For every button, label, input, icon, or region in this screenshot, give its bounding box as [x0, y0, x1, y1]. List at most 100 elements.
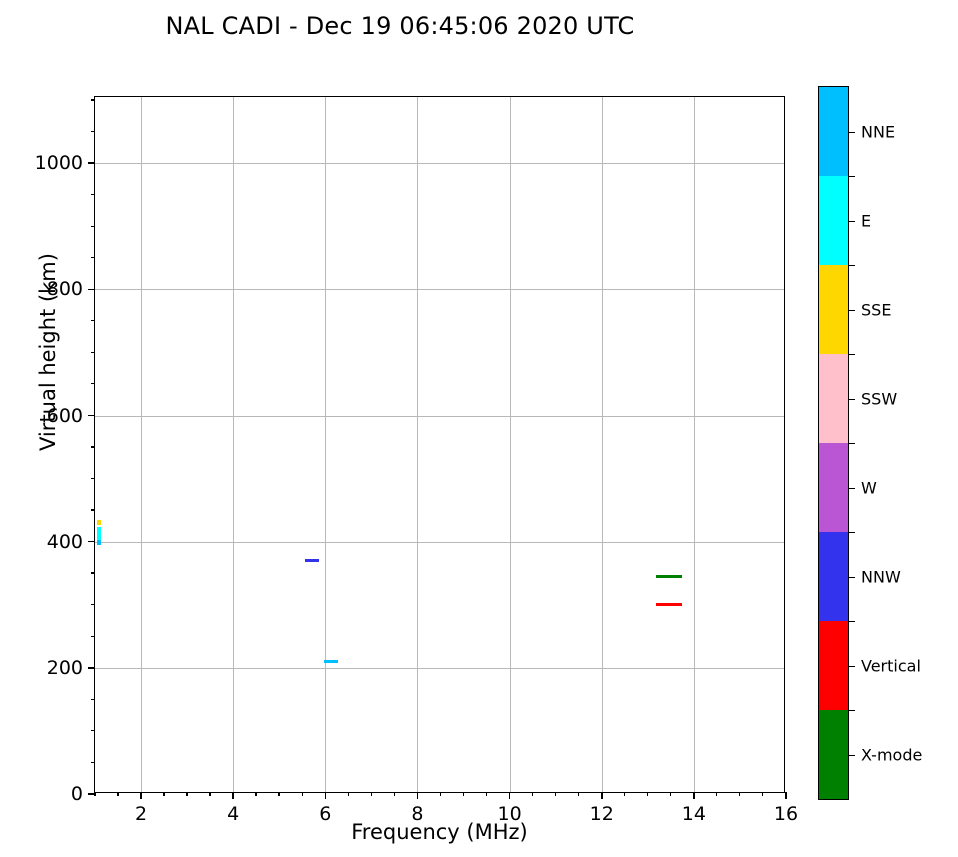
x-tick-label: 8 — [411, 803, 424, 825]
y-tick-minor — [91, 477, 95, 480]
colorbar-tick — [848, 309, 855, 311]
y-tick-minor — [91, 320, 95, 322]
y-tick-minor — [91, 383, 95, 385]
colorbar-tick — [848, 487, 855, 489]
y-tick-major — [88, 414, 95, 417]
colorbar-segment-nne — [819, 87, 848, 177]
colorbar-segment-x-mode — [819, 710, 848, 800]
data-point — [305, 559, 320, 563]
y-tick-label: 1000 — [34, 152, 83, 175]
colorbar: NNE E SSE SSW W NNW Vertical X-mode — [818, 86, 922, 800]
x-tick-label: 4 — [227, 803, 240, 825]
y-tick-minor — [91, 509, 95, 511]
colorbar-segment-nnw — [819, 532, 848, 622]
gridline-vertical — [417, 97, 419, 792]
colorbar-tick — [848, 131, 855, 133]
y-tick-label: 800 — [46, 278, 83, 301]
colorbar-tick — [848, 576, 855, 578]
gridline-vertical — [325, 97, 327, 792]
x-tick-label: 2 — [135, 803, 148, 825]
colorbar-segment-w — [819, 443, 848, 533]
x-tick-minor — [462, 792, 465, 796]
gridline-horizontal — [95, 163, 784, 165]
x-tick-major — [693, 792, 695, 799]
x-tick-major — [140, 792, 142, 799]
x-tick-minor — [647, 792, 649, 796]
y-tick-label: 200 — [46, 656, 83, 679]
colorbar-tick-label-x-mode: X-mode — [861, 745, 923, 764]
x-tick-minor — [278, 792, 280, 796]
y-tick-major — [88, 540, 95, 543]
x-tick-minor — [347, 792, 349, 796]
gridline-vertical — [509, 97, 511, 792]
x-tick-minor — [554, 792, 557, 796]
colorbar-boundary-tick — [848, 710, 855, 712]
colorbar-segment-vertical — [819, 621, 848, 711]
x-tick-minor — [531, 792, 534, 796]
x-axis-label: Frequency (MHz) — [351, 820, 528, 844]
y-tick-major — [88, 667, 95, 669]
plot-area: 0 200 400 600 800 1000 2 4 6 8 10 12 14 16 — [35, 96, 798, 825]
x-tick-minor — [186, 792, 188, 796]
x-tick-minor — [577, 792, 580, 796]
y-tick-minor — [91, 351, 95, 353]
data-point — [655, 603, 682, 607]
y-tick-minor — [91, 730, 95, 732]
colorbar-boundary-tick — [848, 354, 855, 356]
data-point — [97, 536, 102, 542]
data-point — [97, 526, 102, 532]
x-tick-minor — [670, 792, 672, 796]
y-tick-minor — [91, 193, 95, 196]
data-point — [97, 520, 102, 526]
colorbar-tick — [848, 665, 855, 667]
x-tick-major — [508, 792, 511, 799]
colorbar-boundary-tick — [848, 265, 855, 267]
y-tick-minor — [91, 257, 95, 259]
gridline-horizontal — [95, 415, 784, 417]
x-tick-minor — [739, 792, 741, 796]
colorbar-segment-e — [819, 176, 848, 266]
colorbar-boundary-tick — [848, 176, 855, 178]
colorbar-tick-label-vertical: Vertical — [861, 656, 921, 675]
colorbar-tick — [848, 754, 855, 756]
colorbar-tick-label-sse: SSE — [861, 300, 892, 319]
gridline-vertical — [233, 97, 235, 792]
x-tick-minor — [209, 792, 211, 796]
x-tick-label: 12 — [589, 803, 614, 825]
x-tick-minor — [255, 792, 257, 796]
colorbar-segment-sse — [819, 265, 848, 355]
gridline-horizontal — [95, 289, 784, 291]
x-tick-minor — [485, 792, 488, 796]
x-tick-minor — [301, 792, 303, 796]
data-point — [97, 540, 102, 546]
x-tick-minor — [393, 792, 395, 796]
y-tick-minor — [91, 446, 95, 448]
x-tick-minor — [716, 792, 718, 796]
colorbar-tick-label-w: W — [861, 478, 877, 497]
data-point — [323, 659, 338, 664]
gridline-horizontal — [95, 667, 784, 669]
x-tick-minor — [163, 792, 165, 796]
page-title: NAL CADI - Dec 19 06:45:06 2020 UTC — [165, 12, 635, 40]
data-point — [97, 531, 102, 537]
y-tick-major — [88, 793, 95, 795]
y-tick-label: 600 — [46, 404, 83, 427]
y-tick-minor — [91, 635, 95, 637]
x-tick-minor — [439, 792, 441, 796]
x-tick-major — [416, 792, 419, 799]
x-tick-minor — [370, 792, 372, 796]
gridline-vertical — [601, 97, 603, 792]
gridline-horizontal — [95, 541, 784, 543]
y-tick-major — [88, 288, 95, 291]
gridline-vertical — [141, 97, 143, 792]
y-axis-label: Virtual height (km) — [36, 253, 60, 451]
y-tick-major — [88, 162, 95, 165]
x-tick-minor — [117, 792, 119, 796]
y-tick-minor — [91, 572, 95, 574]
colorbar-tick — [848, 398, 855, 400]
x-tick-minor — [94, 792, 96, 796]
x-tick-label: 6 — [319, 803, 332, 825]
colorbar-tick-label-e: E — [861, 211, 872, 230]
x-tick-major — [324, 792, 327, 799]
y-tick-label: 400 — [46, 530, 83, 553]
